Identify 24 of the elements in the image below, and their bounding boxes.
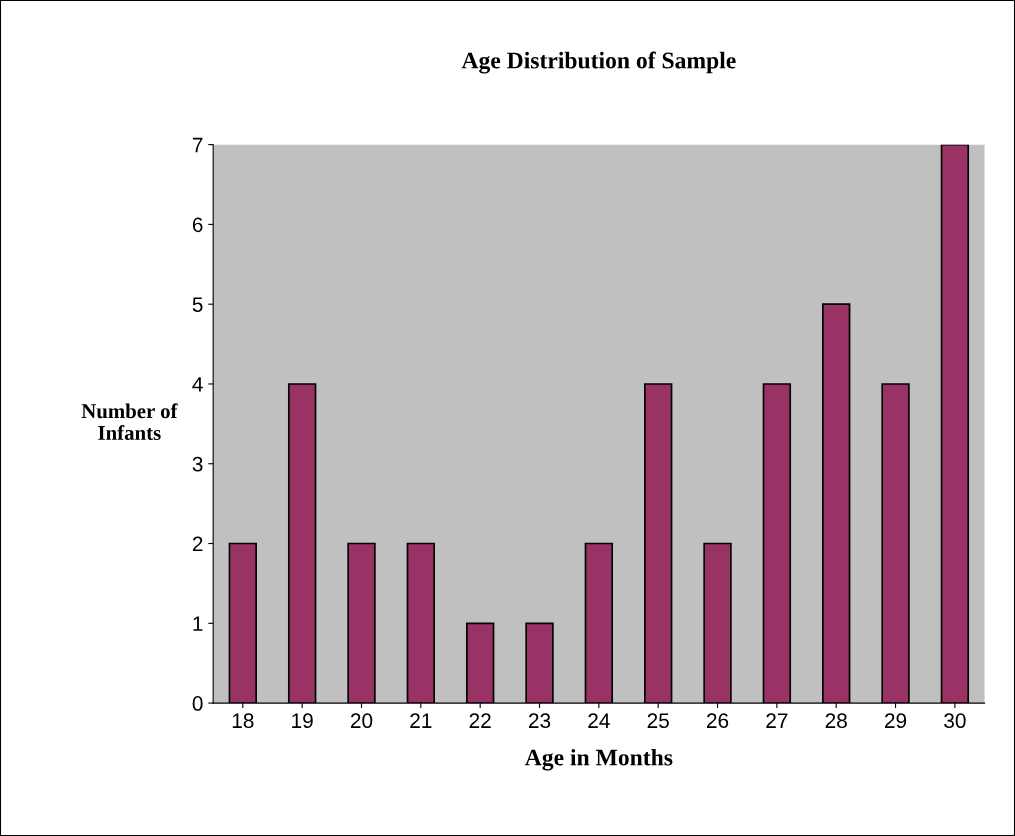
x-tick-label: 24 [588,713,610,728]
y-tick-label: 3 [192,456,203,472]
y-tick-label: 6 [192,217,203,233]
x-tick-label: 30 [944,713,966,729]
x-tick-label: 26 [706,713,729,729]
y-tick-label: 0 [192,696,203,711]
x-tick-label: 21 [410,713,432,728]
y-tick-label: 7 [192,137,203,153]
x-tick-label: 20 [350,713,373,729]
x-tick-label: 18 [232,713,254,729]
y-axis-title: Number of Infants [81,403,178,440]
x-axis-title: Age in Months [524,748,673,771]
x-tick-label: 29 [885,713,907,729]
x-tick-label: 19 [292,713,313,729]
y-tick-label: 5 [192,297,203,312]
x-tick-label: 23 [528,713,551,729]
chart-title: Age Distribution of Sample [461,51,736,74]
x-tick-label: 22 [469,713,491,728]
y-tick-label: 2 [192,536,203,552]
x-tick-label: 25 [647,713,669,729]
x-tick-label: 28 [825,713,847,729]
y-tick-label: 4 [192,377,203,392]
y-tick-label: 1 [193,616,203,631]
x-tick-label: 27 [766,713,788,728]
